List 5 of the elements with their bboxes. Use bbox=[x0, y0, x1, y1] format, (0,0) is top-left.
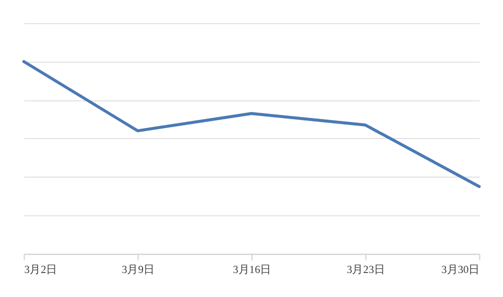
x-tick-label: 3月23日 bbox=[346, 264, 386, 276]
x-tick-label: 3月16日 bbox=[232, 264, 272, 276]
x-tick-label: 3月9日 bbox=[122, 264, 155, 276]
x-tick-label: 3月30日 bbox=[441, 264, 480, 276]
x-tick-label: 3月2日 bbox=[24, 264, 58, 276]
